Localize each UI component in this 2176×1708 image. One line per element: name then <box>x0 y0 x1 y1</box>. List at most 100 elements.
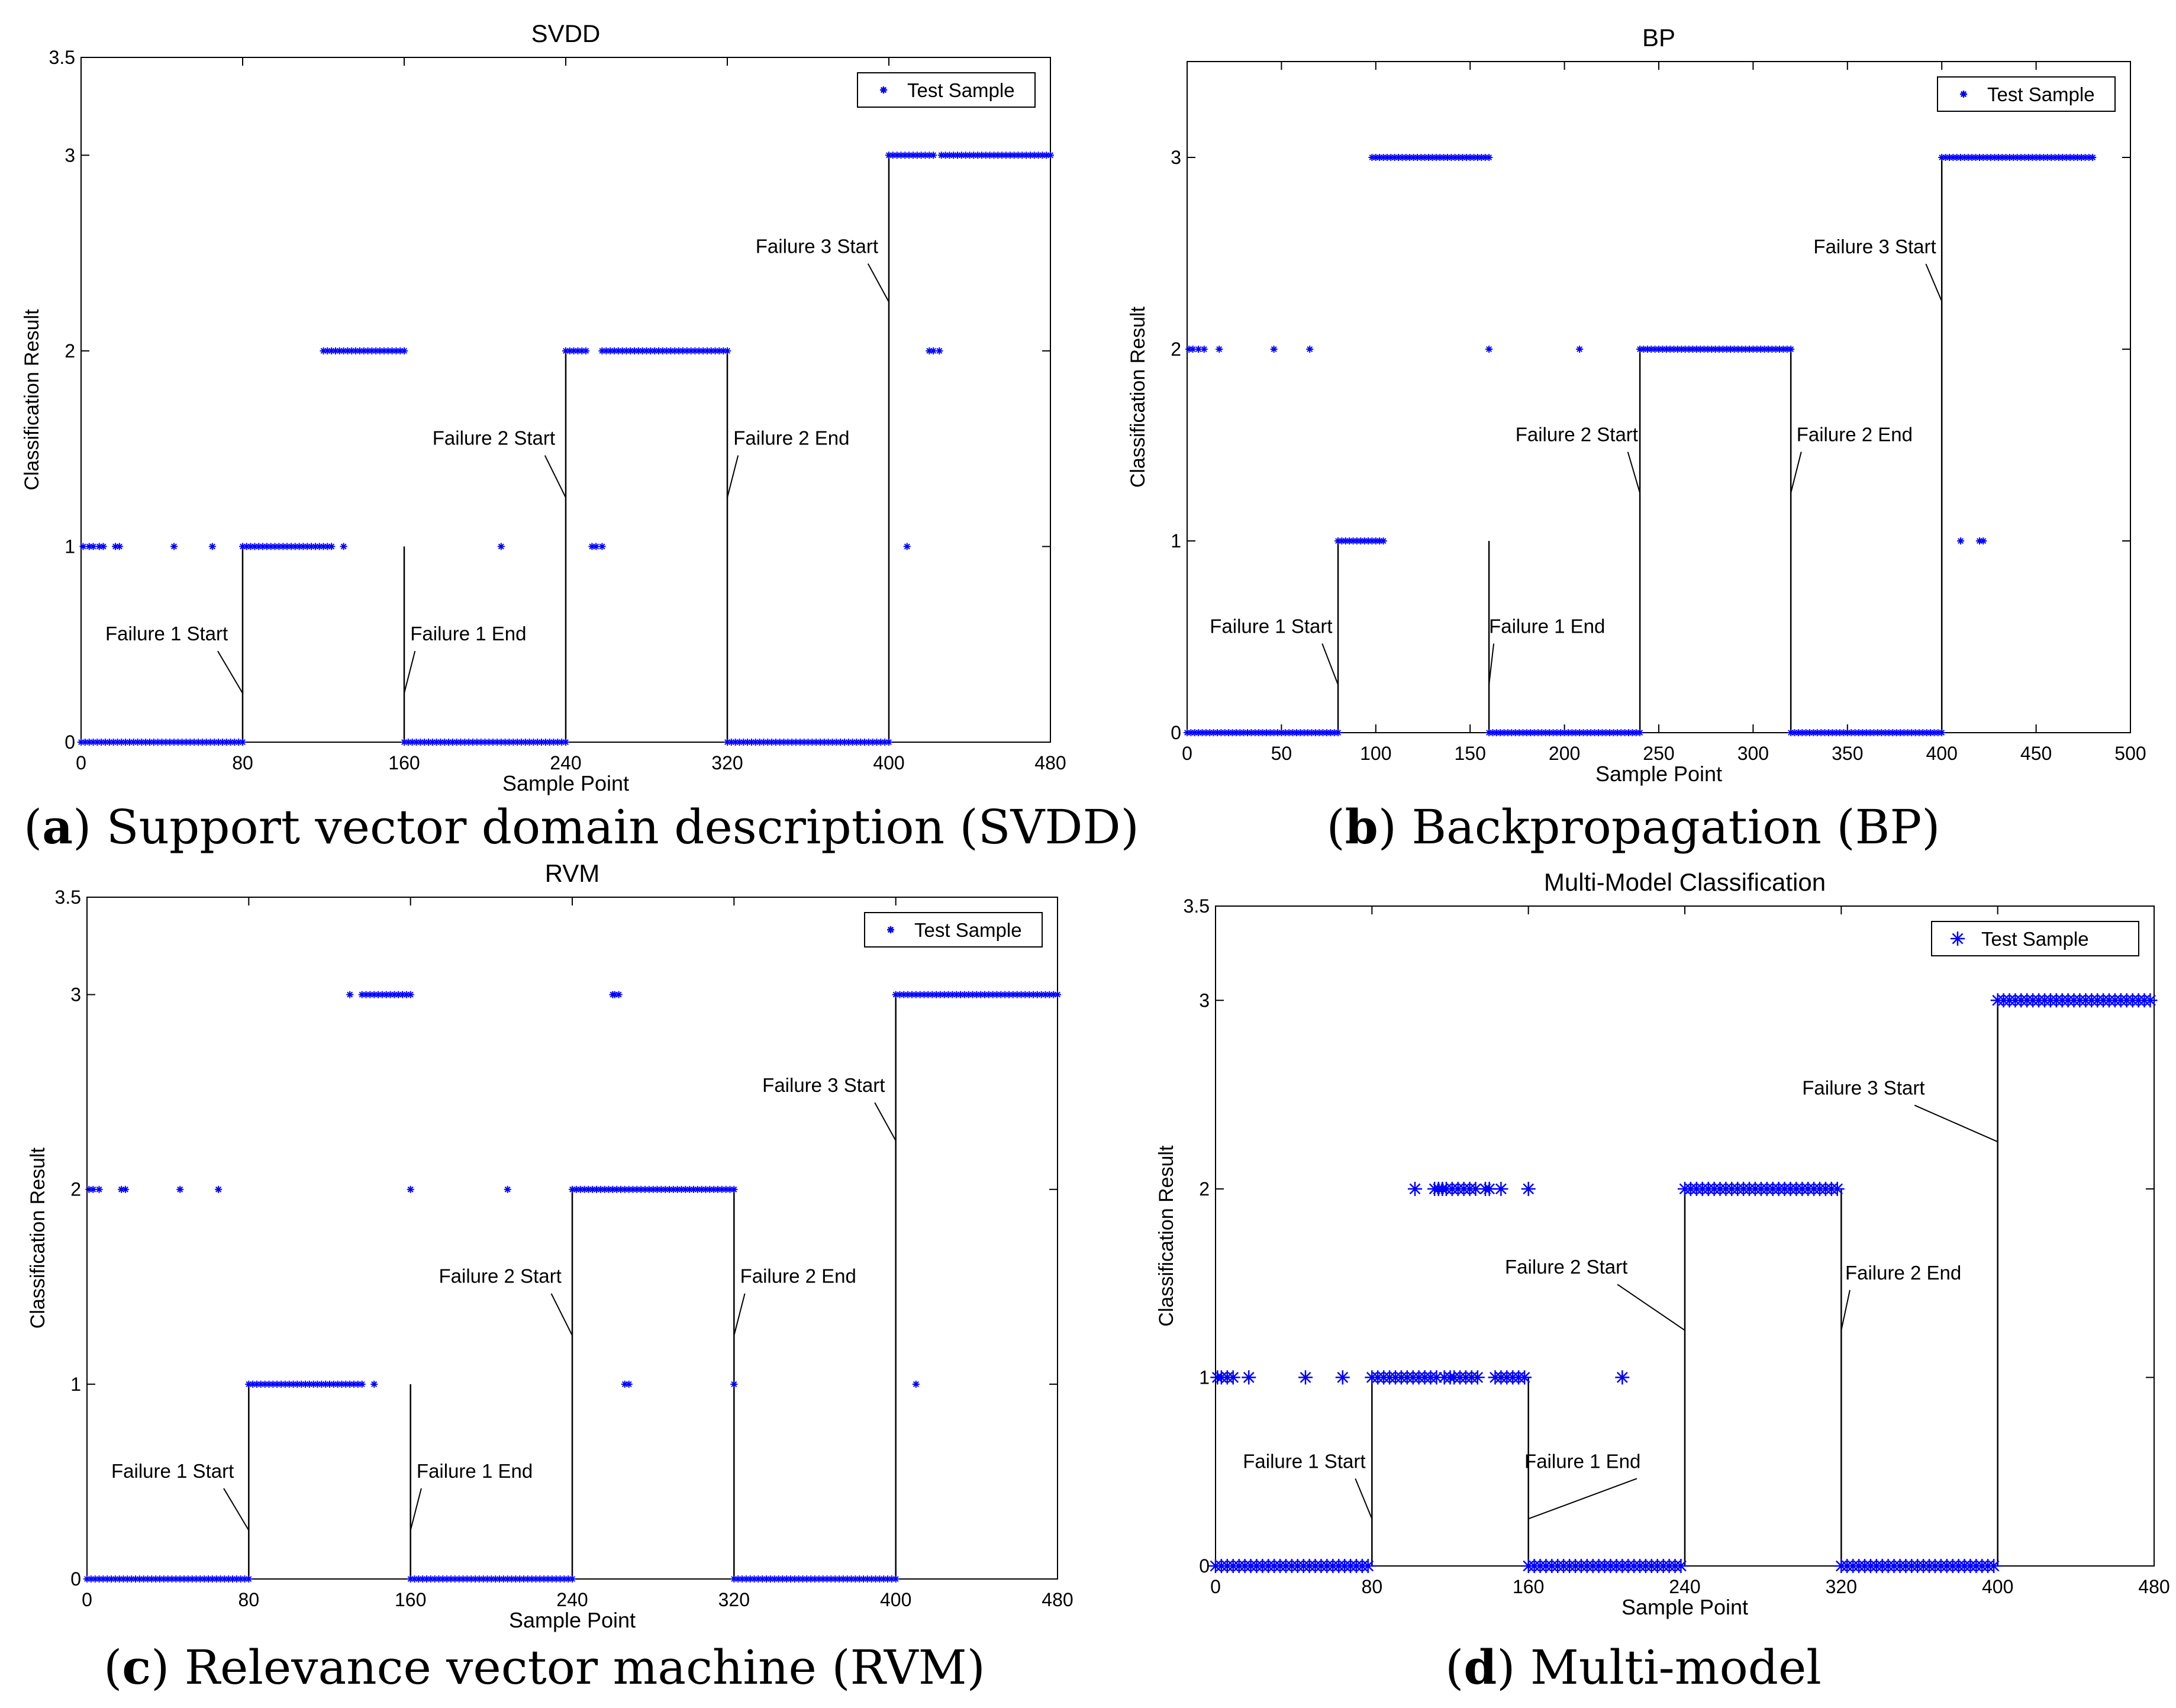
data-point <box>1595 729 1602 736</box>
data-point <box>1697 346 1704 353</box>
data-point <box>730 1575 738 1583</box>
data-point <box>840 739 848 746</box>
data-point <box>881 739 889 746</box>
data-point <box>544 1575 552 1583</box>
data-point <box>148 1575 156 1583</box>
data-point <box>1953 154 1961 161</box>
data-point <box>324 347 331 355</box>
annotation-pointer <box>1488 643 1495 685</box>
data-point <box>212 1575 220 1583</box>
data-point <box>1636 729 1644 736</box>
data-point <box>722 1185 730 1193</box>
data-point <box>265 1380 273 1388</box>
data-point <box>819 1575 827 1583</box>
x-tick-label: 0 <box>76 752 86 774</box>
data-point <box>1840 729 1848 736</box>
data-point <box>1221 729 1229 736</box>
data-point <box>613 1185 621 1193</box>
data-point <box>1749 346 1757 353</box>
data-point <box>1980 154 1987 161</box>
data-point <box>1998 154 2006 161</box>
data-point <box>885 152 892 159</box>
data-point <box>776 739 784 746</box>
data-point <box>1316 729 1323 736</box>
data-point <box>1002 152 1010 159</box>
data-point <box>431 1575 439 1583</box>
data-point <box>617 1185 624 1193</box>
data-point <box>1893 729 1900 736</box>
data-point <box>1866 729 1874 736</box>
data-point <box>860 1575 867 1583</box>
data-point <box>657 1185 665 1193</box>
x-tick-label: 400 <box>880 1589 911 1610</box>
data-point <box>417 739 424 746</box>
data-point <box>634 347 642 355</box>
data-point <box>752 739 759 746</box>
data-point <box>497 739 505 746</box>
data-point <box>1900 729 1908 736</box>
data-point <box>815 1575 823 1583</box>
data-point <box>1874 729 1881 736</box>
data-point <box>411 1575 418 1583</box>
annotation-pointer <box>867 263 889 302</box>
data-point <box>320 347 327 355</box>
data-point <box>645 1185 653 1193</box>
data-point <box>207 739 214 746</box>
data-point <box>433 739 440 746</box>
data-point <box>1648 346 1655 353</box>
data-point <box>2040 154 2048 161</box>
annotation-label: Failure 2 Start <box>439 1265 562 1287</box>
data-point <box>408 739 416 746</box>
data-point <box>1368 537 1376 544</box>
data-point <box>112 543 119 550</box>
data-point <box>877 739 885 746</box>
data-point <box>1292 729 1300 736</box>
data-point <box>534 739 541 746</box>
data-point <box>395 991 402 998</box>
data-point <box>326 1380 333 1388</box>
data-point <box>666 1185 673 1193</box>
data-point <box>740 739 747 746</box>
data-point <box>921 152 929 159</box>
data-point <box>588 543 596 550</box>
data-point <box>1565 729 1572 736</box>
data-point <box>469 739 476 746</box>
data-point <box>1226 1370 1240 1385</box>
annotation-pointer <box>1528 1478 1637 1520</box>
data-point <box>710 1185 718 1193</box>
data-point <box>827 1575 835 1583</box>
data-point <box>170 543 178 550</box>
data-point <box>1304 729 1311 736</box>
data-point <box>783 1575 791 1583</box>
data-point <box>245 1380 253 1388</box>
legend-label: Test Sample <box>1981 928 2089 950</box>
data-point <box>993 991 1001 998</box>
data-point <box>962 152 969 159</box>
data-point <box>399 991 406 998</box>
data-point <box>1542 729 1549 736</box>
data-point <box>2021 154 2029 161</box>
data-point <box>1615 1370 1630 1385</box>
data-point <box>1006 152 1014 159</box>
chart-1: 0 50 100 150 200 250 300 350 400 450 500 0 1 2 3 BP Samp… <box>1127 24 2146 786</box>
data-point <box>1817 729 1825 736</box>
legend-box <box>1931 921 2139 956</box>
data-point <box>336 347 343 355</box>
data-point <box>1050 991 1058 998</box>
data-point <box>2055 154 2062 161</box>
data-point <box>582 347 590 355</box>
data-point <box>926 347 933 355</box>
data-point <box>1023 152 1030 159</box>
data-point <box>607 347 614 355</box>
annotation-label: Failure 2 End <box>1845 1262 1961 1284</box>
data-point <box>1557 729 1565 736</box>
data-point <box>421 739 428 746</box>
data-point <box>950 152 958 159</box>
chart-title: BP <box>1642 24 1675 51</box>
data-point <box>930 347 937 355</box>
data-point <box>924 991 932 998</box>
x-tick-label: 320 <box>718 1589 750 1610</box>
data-point <box>1372 154 1379 161</box>
data-point <box>2017 154 2025 161</box>
y-tick-label: 3.5 <box>1184 895 1210 917</box>
